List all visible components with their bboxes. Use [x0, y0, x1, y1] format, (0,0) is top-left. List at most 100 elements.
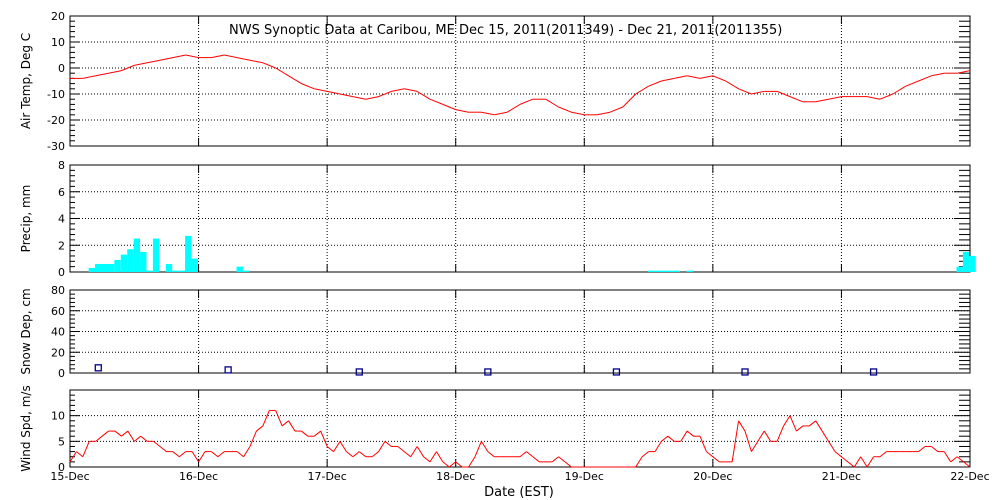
line-segment: [198, 451, 206, 463]
line-segment: [957, 70, 971, 74]
line-segment: [455, 109, 469, 113]
line-segment: [847, 461, 855, 468]
y-tick-label: 5: [58, 435, 65, 448]
line-segment: [712, 75, 726, 82]
line-segment: [82, 75, 96, 79]
line-segment: [236, 451, 244, 458]
line-segment: [429, 98, 444, 105]
line-segment: [191, 451, 199, 463]
line-segment: [346, 451, 354, 458]
line-segment: [391, 88, 405, 92]
line-segment: [648, 80, 662, 87]
line-segment: [635, 456, 643, 468]
line-segment: [564, 461, 572, 468]
line-segment: [731, 420, 740, 462]
x-tick-label: 15-Dec: [50, 470, 89, 483]
line-segment: [333, 441, 341, 452]
line-segment: [121, 64, 135, 72]
precip-bar: [133, 238, 141, 272]
line-segment: [931, 446, 939, 452]
line-segment: [867, 96, 881, 100]
line-segment: [687, 75, 701, 79]
x-tick-label: 19-Dec: [565, 470, 604, 483]
line-segment: [635, 85, 649, 95]
line-segment: [147, 59, 161, 64]
y-tick-label: 0: [58, 266, 65, 279]
y-tick-label: 20: [51, 10, 65, 23]
line-segment: [365, 96, 379, 100]
x-tick-label: 20-Dec: [693, 470, 732, 483]
line-segment: [95, 72, 109, 77]
line-segment: [474, 441, 482, 457]
line-segment: [416, 90, 431, 100]
line-segment: [404, 88, 418, 92]
line-segment: [237, 57, 251, 61]
line-segment: [288, 420, 296, 432]
line-segment: [133, 435, 142, 442]
line-segment: [725, 80, 739, 90]
line-segment: [101, 430, 109, 437]
precip-bar: [127, 249, 134, 272]
line-segment: [828, 96, 842, 100]
precip-bar: [140, 251, 147, 272]
snow-depth-point: [94, 364, 102, 372]
y-axis-title: Precip, mm: [19, 185, 33, 253]
precip-bar: [120, 254, 128, 272]
line-segment: [481, 441, 489, 452]
line-segment: [487, 451, 495, 458]
line-segment: [249, 59, 263, 64]
line-segment: [956, 456, 964, 463]
plot-frame: [69, 15, 971, 147]
x-axis-title: Date (EST): [484, 485, 554, 500]
line-segment: [172, 54, 186, 59]
line-segment: [828, 441, 836, 452]
line-segment: [224, 54, 238, 59]
x-tick-label: 18-Dec: [436, 470, 475, 483]
panel-3: 0 20 40 60 80 Snow Dep, cm: [19, 284, 971, 380]
x-tick-label: 16-Dec: [179, 470, 218, 483]
precip-bar: [962, 251, 970, 272]
plot-frame: [69, 289, 971, 374]
line-segment: [442, 461, 450, 468]
line-segment: [403, 451, 412, 458]
line-segment: [808, 420, 817, 427]
line-segment: [622, 93, 637, 108]
y-tick-label: 6: [58, 186, 65, 199]
line-segment: [853, 456, 862, 468]
line-segment: [159, 446, 167, 452]
line-segment: [256, 425, 264, 432]
precip-bar: [686, 270, 693, 272]
line-segment: [288, 75, 302, 85]
line-segment: [841, 456, 849, 463]
line-segment: [571, 111, 585, 116]
precip-bar: [178, 270, 186, 272]
line-segment: [134, 62, 148, 66]
line-segment: [397, 446, 405, 452]
precip-bar: [146, 270, 153, 272]
chart-title: NWS Synoptic Data at Caribou, ME Dec 15,…: [229, 23, 782, 38]
line-segment: [860, 456, 868, 468]
x-tick-label: 17-Dec: [308, 470, 347, 483]
line-segment: [821, 430, 829, 442]
line-segment: [384, 440, 392, 447]
line-segment: [455, 461, 463, 468]
line-segment: [442, 103, 456, 111]
line-segment: [69, 451, 77, 463]
precip-bar: [95, 263, 102, 272]
snow-depth-point: [869, 368, 878, 376]
line-segment: [429, 451, 437, 463]
line-segment: [943, 451, 952, 463]
precip-bar: [172, 270, 179, 272]
y-tick-label: 20: [51, 346, 65, 359]
line-segment: [789, 96, 804, 103]
precip-bar: [236, 266, 243, 272]
line-segment: [834, 451, 842, 458]
line-segment: [281, 420, 289, 427]
line-segment: [699, 436, 707, 452]
line-segment: [82, 441, 90, 457]
line-segment: [667, 435, 675, 442]
line-segment: [789, 415, 797, 432]
precip-bar: [107, 263, 115, 272]
y-tick-label: 0: [58, 367, 65, 380]
precip-bar: [969, 255, 976, 272]
